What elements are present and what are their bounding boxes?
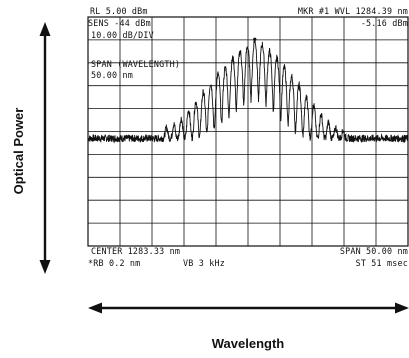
graticule: [88, 17, 408, 246]
y-arrow-head-down: [39, 260, 51, 274]
center-wavelength-readout: CENTER 1283.33 nm: [91, 246, 180, 256]
marker-level-readout: -5.16 dBm: [361, 18, 408, 28]
resolution-bandwidth-readout: *RB 0.2 nm: [88, 258, 140, 268]
span-mode-value-readout: 50.00 nm: [91, 70, 133, 80]
span-mode-readout: SPAN (WAVELENGTH): [91, 59, 180, 69]
sensitivity-readout: SENS -44 dBm: [88, 18, 151, 28]
reference-level-readout: RL 5.00 dBm: [90, 6, 148, 16]
spectrum-trace: [87, 37, 409, 144]
span-readout: SPAN 50.00 nm: [340, 246, 408, 256]
scale-readout: 10.00 dB/DIV: [91, 30, 154, 40]
x-axis-label: Wavelength: [212, 336, 285, 351]
marker-point: [253, 37, 257, 41]
y-axis-label: Optical Power: [11, 108, 26, 195]
marker-wavelength-readout: MKR #1 WVL 1284.39 nm: [298, 6, 408, 16]
sweep-time-readout: ST 51 msec: [356, 258, 408, 268]
plot-frame: [87, 16, 409, 247]
spectrum-trace-line: [87, 38, 409, 144]
x-arrow-head-right: [395, 302, 409, 314]
video-bandwidth-readout: VB 3 kHz: [183, 258, 225, 268]
y-arrow-head-up: [39, 22, 51, 36]
x-arrow-head-left: [88, 302, 102, 314]
